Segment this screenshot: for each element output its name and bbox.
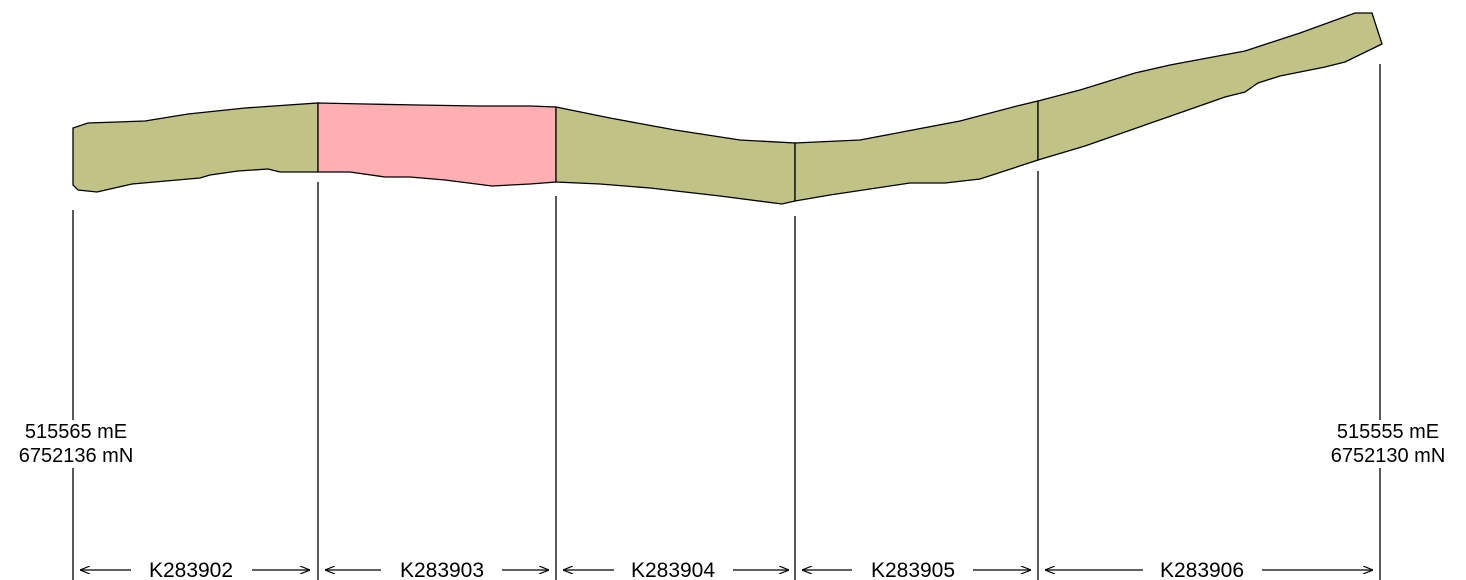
segment-shape-k283903 [317, 102, 557, 187]
left-end-coordinates: 515565 mE 6752136 mN [0, 420, 152, 468]
dimension-k283905: K283905 [802, 559, 1031, 580]
segment-label: K283906 [1160, 559, 1244, 580]
right-easting: 515555 mE [1336, 421, 1440, 443]
segment-label: K283905 [871, 559, 955, 580]
dimension-k283903: K283903 [325, 559, 549, 580]
segment-shape-k283904 [555, 106, 796, 205]
left-northing: 6752136 mN [18, 445, 134, 467]
segment-shape-k283902 [72, 102, 319, 193]
segment-shape-k283906 [1037, 12, 1383, 161]
dimension-k283904: K283904 [563, 559, 789, 580]
boundary-lines [72, 64, 1381, 580]
segment-label: K283903 [400, 559, 484, 580]
dimension-k283906: K283906 [1045, 559, 1373, 580]
segment-shape-k283905 [794, 100, 1039, 202]
left-easting: 515565 mE [24, 421, 128, 443]
segment-label: K283902 [149, 559, 233, 580]
dimension-k283902: K283902 [80, 559, 310, 580]
segment-label: K283904 [631, 559, 715, 580]
right-northing: 6752130 mN [1330, 445, 1446, 467]
right-end-coordinates: 515555 mE 6752130 mN [1312, 420, 1464, 468]
